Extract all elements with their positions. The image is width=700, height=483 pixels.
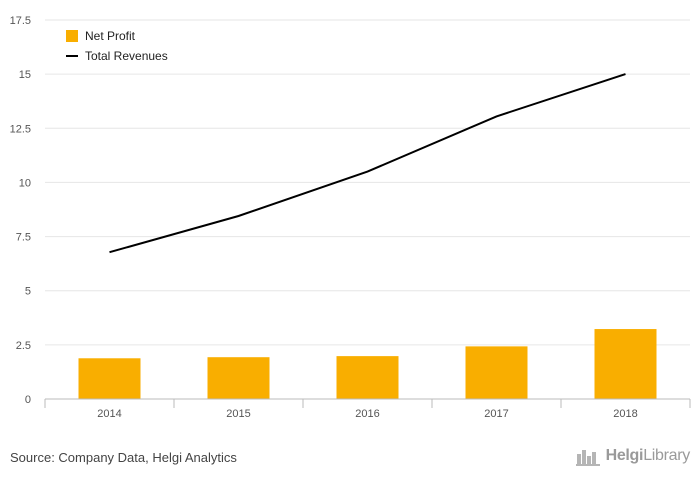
legend-label-total-revenues: Total Revenues [85,49,168,63]
x-tick-label: 2015 [226,408,250,420]
brand-name-part2: Library [643,447,690,464]
legend: Net Profit Total Revenues [66,29,168,63]
y-tick-label: 10 [19,177,31,189]
brand-logo: HelgiLibrary [575,446,691,466]
x-tick-label: 2014 [97,408,121,420]
x-tick-label: 2016 [355,408,379,420]
x-axis: 2014 2015 2016 2017 2018 [44,398,691,420]
x-tick-label: 2017 [484,408,508,420]
gridlines [45,19,690,346]
x-tick-label: 2018 [613,408,637,420]
y-tick-label: 5 [25,286,31,298]
source-text: Source: Company Data, Helgi Analytics [10,450,237,465]
bar-2015 [207,357,270,399]
y-tick-label: 17.5 [10,15,31,27]
y-tick-label: 2.5 [16,340,31,352]
y-tick-label: 7.5 [16,232,31,244]
brand-name-part1: Helgi [605,447,644,464]
bar-2016 [336,356,399,399]
series-line-total-revenues [109,73,626,254]
bar-2018 [594,329,657,399]
footer: Source: Company Data, Helgi Analytics He… [0,432,700,483]
buildings-icon [575,450,600,466]
y-tick-label: 12.5 [10,123,31,135]
legend-swatch-net-profit [66,30,78,42]
y-tick-label: 15 [19,69,31,81]
bar-2014 [78,358,141,399]
legend-label-net-profit: Net Profit [85,29,136,43]
y-axis-ticks: 0 2.5 5 7.5 10 12.5 15 17.5 [10,15,31,406]
brand-name: HelgiLibrary [605,447,691,465]
bar-2017 [465,346,528,399]
bars [78,329,657,399]
y-tick-label: 0 [25,394,31,406]
